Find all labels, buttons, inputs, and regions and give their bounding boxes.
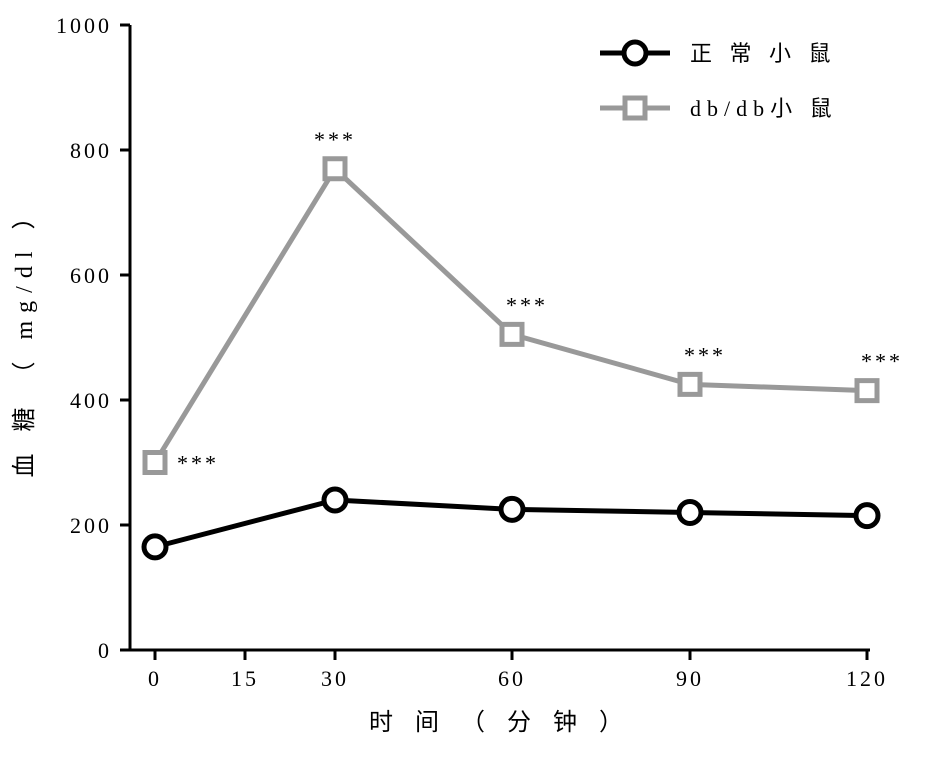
x-axis-label: 时 间 （ 分 钟 ） (369, 709, 631, 736)
y-axis-label: 血 糖 （ mg/dl ） (11, 197, 38, 477)
legend-marker-dbdb-mice (625, 98, 645, 118)
y-tick-label: 600 (70, 263, 112, 288)
legend-label-normal-mice: 正 常 小 鼠 (690, 41, 837, 66)
y-tick-label: 0 (98, 638, 112, 663)
x-tick-label: 30 (321, 666, 349, 691)
marker-dbdb-mice (325, 159, 345, 179)
line-chart: 0 200 400 600 800 1000 0 15 30 60 90 120 血 糖 （ mg/dl… (0, 0, 937, 767)
marker-dbdb-mice (857, 381, 877, 401)
legend-marker-normal-mice (624, 42, 646, 64)
legend-label-dbdb-mice: db/db小 鼠 (690, 96, 838, 121)
y-tick-label: 1000 (56, 13, 112, 38)
marker-dbdb-mice (502, 324, 522, 344)
significance-annotation: *** (684, 342, 726, 367)
x-tick-label: 60 (498, 666, 526, 691)
marker-normal-mice (144, 536, 166, 558)
significance-annotation: *** (314, 127, 356, 152)
x-tick-label: 120 (846, 666, 888, 691)
marker-normal-mice (324, 489, 346, 511)
y-tick-label: 400 (70, 388, 112, 413)
significance-annotation: *** (506, 292, 548, 317)
marker-dbdb-mice (145, 453, 165, 473)
x-tick-label: 0 (148, 666, 162, 691)
significance-annotation: *** (177, 451, 219, 476)
significance-annotation: *** (861, 349, 903, 374)
marker-normal-mice (501, 498, 523, 520)
y-tick-label: 200 (70, 513, 112, 538)
y-tick-label: 800 (70, 138, 112, 163)
x-tick-label: 15 (231, 666, 259, 691)
x-tick-label: 90 (676, 666, 704, 691)
chart-svg: 0 200 400 600 800 1000 0 15 30 60 90 120 血 糖 （ mg/dl… (0, 0, 937, 767)
marker-normal-mice (679, 502, 701, 524)
marker-normal-mice (856, 505, 878, 527)
marker-dbdb-mice (680, 374, 700, 394)
